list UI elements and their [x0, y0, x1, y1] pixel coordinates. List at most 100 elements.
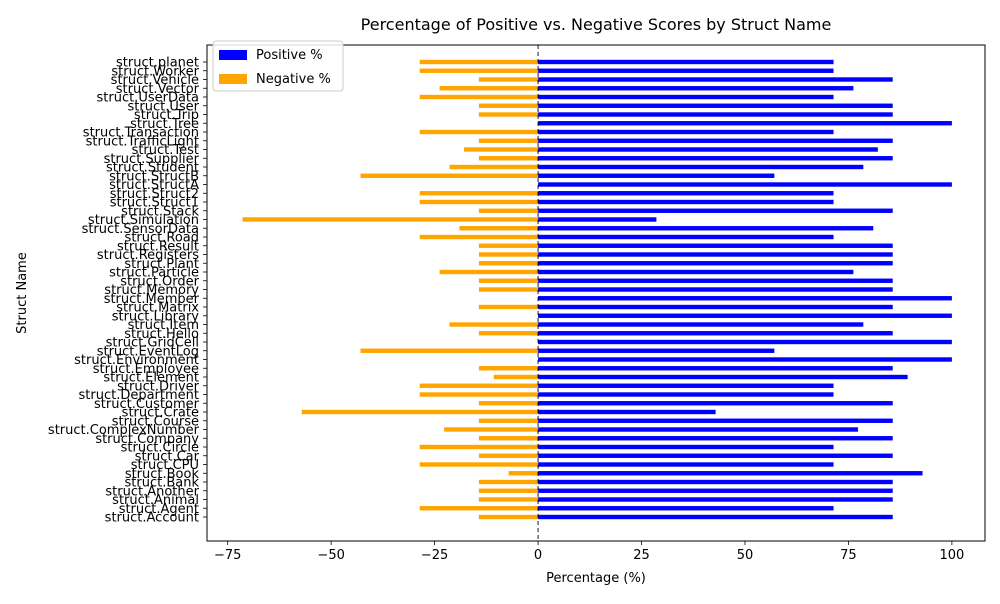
positive-bar-struct.Hello [538, 331, 893, 336]
positive-bar-struct.Member [538, 296, 952, 301]
positive-bar-struct.Circle [538, 444, 834, 450]
y-tick-label: struct.UserData [96, 91, 199, 106]
negative-bar-struct.SensorData [459, 226, 539, 231]
negative-bar-struct.Animal [478, 497, 539, 502]
positive-bar-struct.Matrix [538, 304, 893, 310]
positive-bar-struct.Vehicle [538, 77, 893, 82]
chart-title: Percentage of Positive vs. Negative Scor… [361, 15, 832, 34]
negative-bar-struct.Driver [419, 383, 539, 388]
legend-swatch-negative [219, 74, 247, 84]
negative-bar-struct.Agent [419, 506, 539, 511]
y-tick-label: struct.Library [112, 309, 200, 324]
y-tick-label: struct.Crate [122, 406, 199, 421]
y-tick-label: struct.Memory [104, 283, 199, 298]
y-tick-label: struct.ComplexNumber [48, 423, 200, 438]
y-tick-label: struct.Car [135, 449, 200, 464]
negative-bar-struct.Test [463, 147, 539, 152]
positive-bar-struct.Simulation [538, 217, 657, 222]
negative-bar-struct.Book [508, 471, 539, 476]
positive-bar-struct.User [538, 103, 893, 108]
negative-bar-struct.Road [419, 234, 539, 240]
y-tick-label: struct.Registers [97, 248, 199, 263]
x-tick-label: −75 [214, 548, 241, 563]
negative-bar-struct.StructB [360, 173, 539, 178]
y-tick-label: struct.Trip [134, 108, 199, 123]
y-tick-label: struct.Circle [121, 441, 199, 456]
y-tick-label: struct.Employee [93, 362, 199, 377]
y-tick-label: struct.StructA [109, 178, 199, 193]
negative-bar-struct.EventLog [360, 348, 539, 353]
x-tick-label: 100 [939, 548, 964, 563]
negative-bar-struct.Crate [301, 409, 539, 415]
positive-bar-struct.Result [538, 243, 893, 248]
negative-bar-struct.Memory [478, 287, 539, 292]
negative-bar-struct.Vehicle [478, 77, 539, 82]
x-tick-label: 25 [633, 548, 650, 563]
y-tick-label: struct.Plant [124, 257, 199, 272]
negative-bar-struct.Registers [478, 252, 539, 257]
negative-bar-struct.Car [478, 453, 539, 458]
positive-bar-struct.CPU [538, 462, 834, 467]
y-tick-label: struct.Item [128, 318, 199, 333]
negative-bar-struct.Element [493, 374, 539, 380]
positive-bar-struct.Student [538, 164, 864, 170]
negative-bar-struct.Struct1 [419, 199, 539, 205]
positive-bar-struct.Tree [538, 121, 952, 126]
positive-bar-struct.StructB [538, 173, 775, 178]
y-tick-label: struct.Agent [119, 502, 199, 517]
positive-bar-struct.Animal [538, 497, 893, 502]
negative-bar-struct.Item [449, 322, 539, 327]
y-tick-label: struct.Customer [94, 397, 200, 412]
x-tick-label: 0 [534, 548, 542, 563]
positive-bar-struct.Agent [538, 506, 834, 511]
y-tick-label: struct.Hello [124, 327, 199, 342]
positive-bar-struct.Department [538, 392, 834, 397]
y-tick-label: struct.Animal [112, 493, 199, 508]
x-tick-label: −50 [317, 548, 344, 563]
y-tick-label: struct.Element [103, 371, 199, 386]
legend-swatch-positive [219, 50, 247, 60]
negative-bar-struct.Struct2 [419, 191, 539, 196]
positive-bar-struct.Account [538, 514, 893, 520]
negative-bar-struct.Particle [439, 269, 539, 275]
positive-bar-struct.Car [538, 453, 893, 458]
negative-bar-struct.Hello [478, 331, 539, 336]
legend-label-negative: Negative % [256, 72, 331, 87]
x-tick-group: −75 −50 −25 0 25 50 75 100 [214, 541, 964, 563]
x-axis-label: Percentage (%) [546, 571, 646, 586]
y-tick-label: struct.Vector [116, 82, 200, 97]
y-tick-label: struct.Worker [111, 64, 199, 79]
y-tick-label: struct.Particle [109, 266, 199, 281]
y-tick-label: struct.Tree [130, 117, 199, 132]
negative-bar-struct.Result [478, 243, 539, 248]
positive-bar-struct.planet [538, 59, 834, 65]
y-tick-label: struct.Stack [121, 204, 199, 219]
positive-bar-struct.EventLog [538, 348, 775, 353]
positive-bar-struct.StructA [538, 182, 952, 187]
positive-bar-struct.Library [538, 313, 952, 318]
negative-bar-struct.Simulation [242, 217, 539, 222]
y-tick-label: struct.Struct1 [110, 196, 199, 211]
negative-bar-struct.TrafficLight [478, 138, 539, 143]
positive-bar-struct.Struct1 [538, 199, 834, 205]
negative-bar-struct.Department [419, 392, 539, 397]
y-tick-label: struct.Member [104, 292, 200, 307]
y-tick-label: struct.Order [120, 274, 199, 289]
y-tick-label: struct.Environment [74, 353, 199, 368]
y-tick-label: struct.Struct2 [110, 187, 199, 202]
positive-bar-struct.UserData [538, 94, 834, 100]
y-tick-label: struct.Simulation [88, 213, 199, 228]
negative-bar-struct.Matrix [478, 304, 539, 310]
legend-label-positive: Positive % [256, 48, 323, 63]
positive-bar-struct.Customer [538, 401, 893, 406]
y-tick-label: struct.Supplier [104, 152, 200, 167]
positive-bar-struct.Trip [538, 112, 893, 117]
x-tick-label: 50 [737, 548, 754, 563]
negative-bar-struct.UserData [419, 94, 539, 100]
negative-bar-struct.Worker [419, 68, 539, 73]
positive-bar-struct.Struct2 [538, 191, 834, 196]
y-tick-label: struct.Matrix [116, 301, 199, 316]
negative-bar-struct.ComplexNumber [444, 427, 539, 432]
